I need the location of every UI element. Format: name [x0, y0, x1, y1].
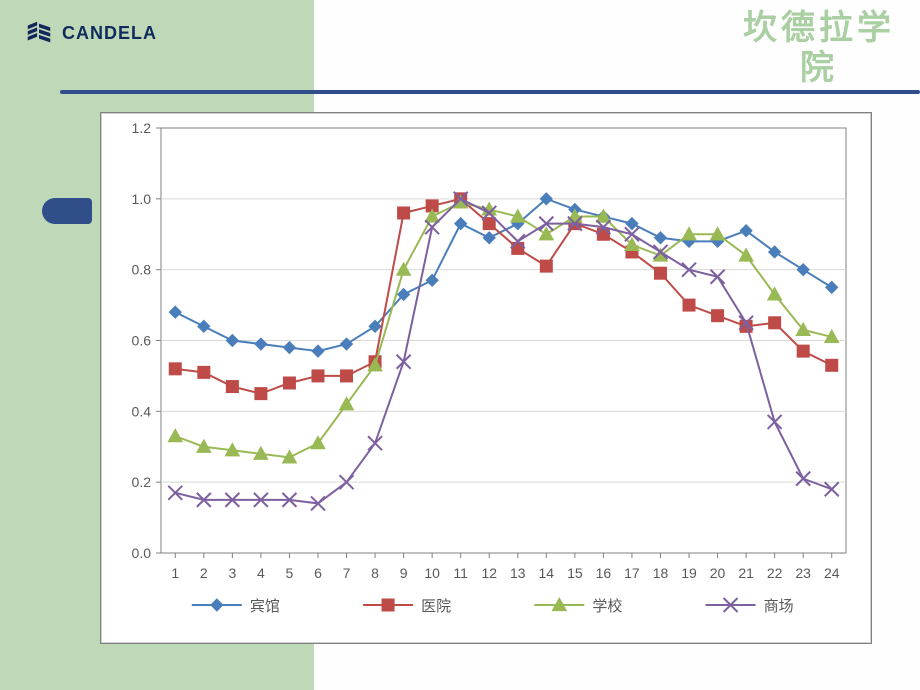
svg-text:8: 8: [371, 565, 379, 581]
svg-text:4: 4: [257, 565, 265, 581]
brand-name: CANDELA: [62, 23, 157, 44]
line-chart: 0.00.20.40.60.81.01.21234567891011121314…: [101, 113, 871, 643]
svg-text:1.2: 1.2: [132, 120, 152, 136]
svg-text:14: 14: [539, 565, 555, 581]
line-chart-panel: 0.00.20.40.60.81.01.21234567891011121314…: [100, 112, 872, 644]
svg-text:19: 19: [681, 565, 697, 581]
svg-text:21: 21: [738, 565, 754, 581]
svg-text:11: 11: [453, 565, 468, 581]
bullet-marker: [42, 198, 92, 224]
candela-logo-icon: [24, 18, 54, 48]
svg-text:0.4: 0.4: [132, 403, 152, 419]
svg-text:10: 10: [424, 565, 440, 581]
brand-logo: CANDELA: [24, 18, 157, 48]
svg-text:5: 5: [286, 565, 294, 581]
watermark-text: 坎德拉学 院: [743, 8, 895, 88]
watermark-line1: 坎德拉学: [743, 8, 895, 48]
svg-text:6: 6: [314, 565, 322, 581]
watermark-line2: 院: [743, 48, 895, 88]
svg-text:2: 2: [200, 565, 208, 581]
svg-text:24: 24: [824, 565, 840, 581]
title-divider: [60, 90, 920, 94]
svg-text:学校: 学校: [592, 598, 622, 615]
svg-text:23: 23: [795, 565, 811, 581]
svg-text:20: 20: [710, 565, 726, 581]
svg-text:18: 18: [653, 565, 669, 581]
svg-text:15: 15: [567, 565, 583, 581]
svg-text:17: 17: [624, 565, 640, 581]
svg-text:商场: 商场: [764, 598, 794, 615]
svg-text:3: 3: [228, 565, 236, 581]
svg-text:12: 12: [481, 565, 497, 581]
svg-text:0.8: 0.8: [132, 262, 152, 278]
svg-text:16: 16: [596, 565, 612, 581]
svg-text:1: 1: [171, 565, 179, 581]
svg-text:9: 9: [400, 565, 408, 581]
svg-text:22: 22: [767, 565, 783, 581]
chart-legend: 宾馆 医院 学校 商场: [192, 597, 794, 615]
svg-text:0.2: 0.2: [132, 474, 152, 490]
svg-text:医院: 医院: [421, 597, 451, 615]
svg-text:7: 7: [343, 565, 351, 581]
svg-text:0.0: 0.0: [132, 545, 152, 561]
svg-text:13: 13: [510, 565, 526, 581]
svg-text:1.0: 1.0: [132, 191, 152, 207]
slide-page: CANDELA 坎德拉学 院 0.00.20.40.60.81.01.21234…: [0, 0, 920, 690]
svg-text:0.6: 0.6: [132, 333, 152, 349]
svg-text:宾馆: 宾馆: [250, 598, 280, 615]
